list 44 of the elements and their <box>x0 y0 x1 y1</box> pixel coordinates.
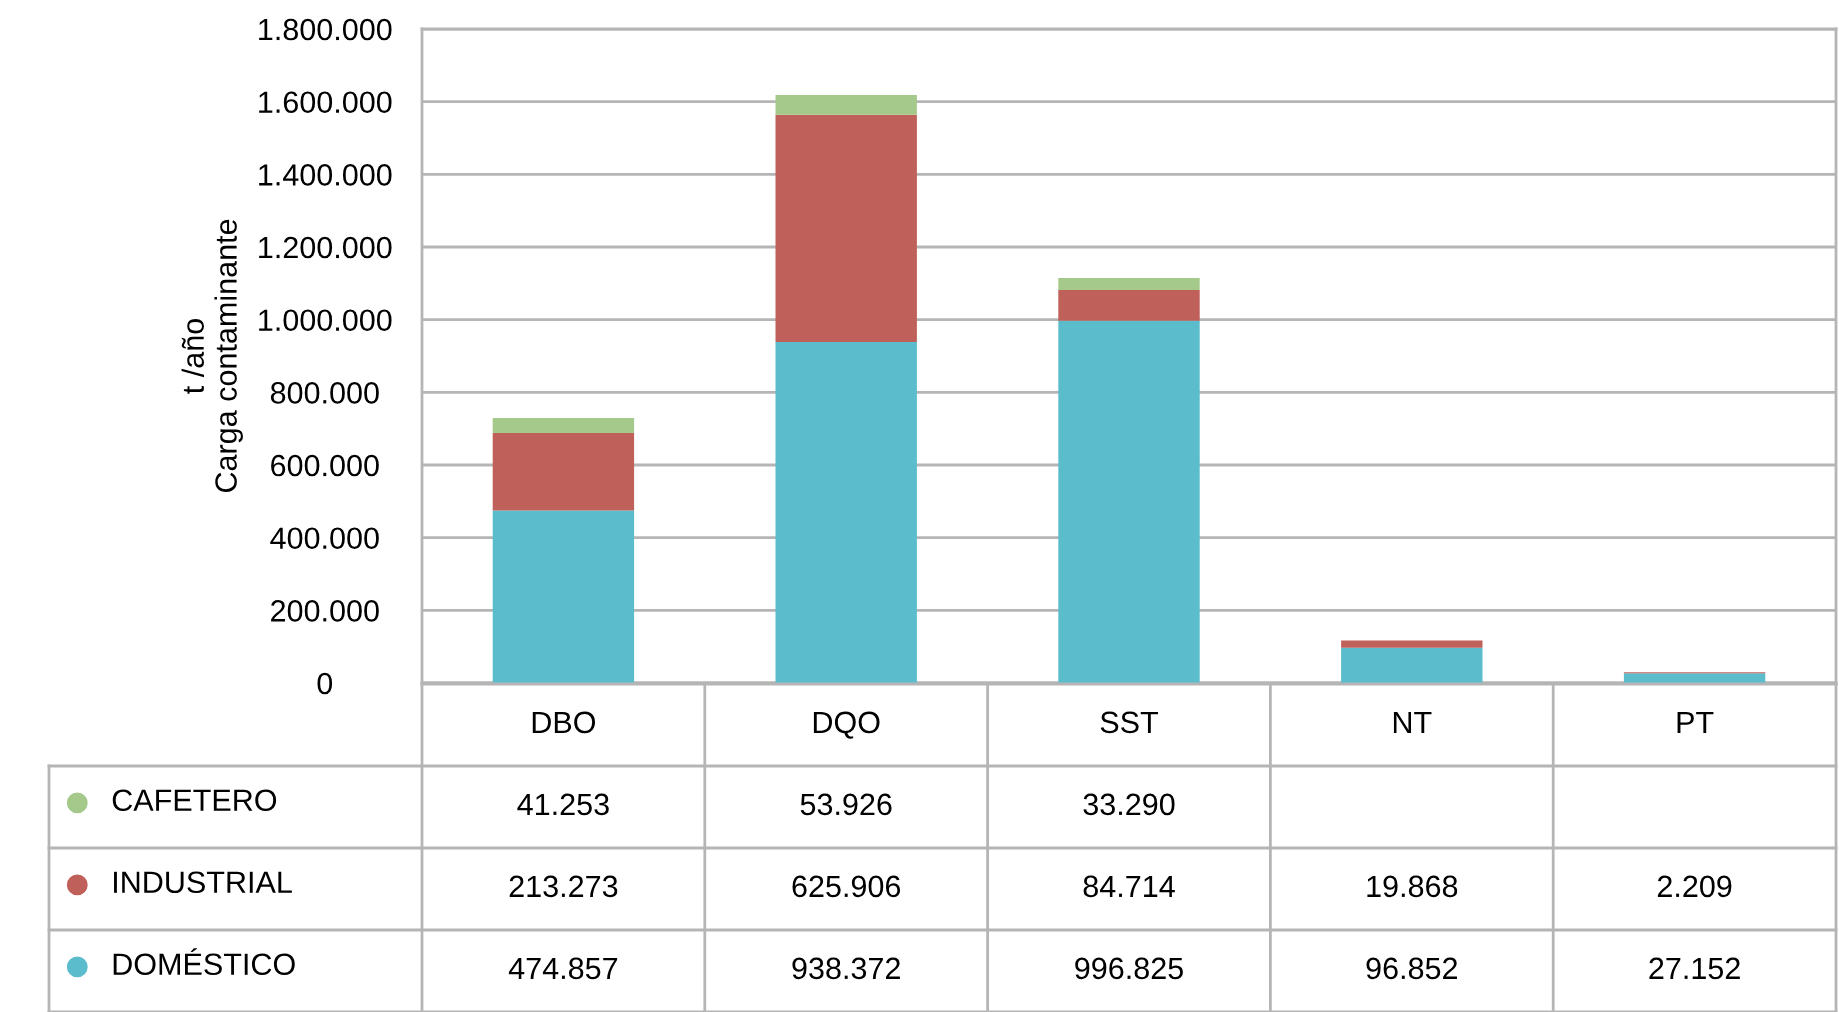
data-label: 84.714 <box>1083 875 1175 898</box>
data-label: 41.253 <box>517 793 609 816</box>
x-tick-label: DQO <box>813 711 880 739</box>
y-tick-label: 800.000 <box>270 382 379 404</box>
bar <box>492 417 635 433</box>
bar <box>775 95 917 115</box>
x-tick-label: SST <box>1100 711 1159 734</box>
bar <box>775 342 917 683</box>
bar <box>1623 673 1766 683</box>
y-tick-label: 1.200.000 <box>259 236 392 259</box>
data-label: 53.926 <box>800 793 892 816</box>
y-tick-label: 600.000 <box>271 454 379 477</box>
data-label: 33.290 <box>1083 793 1175 816</box>
x-tick-label: NT <box>1393 711 1432 733</box>
data-label: 27.152 <box>1649 957 1740 980</box>
bar <box>1058 320 1200 683</box>
data-label: 625.906 <box>792 875 901 898</box>
y-tick-label: 0 <box>317 672 333 695</box>
data-label: 2.209 <box>1657 875 1732 898</box>
legend-label: DOMÉSTICO <box>113 948 295 976</box>
y-tick-label: 200.000 <box>271 600 379 622</box>
y-tick-label: 1.800.000 <box>259 18 392 41</box>
y-tick-label: 1.600.000 <box>259 91 392 114</box>
y-axis-title: t /año Carga contaminante <box>181 219 243 493</box>
x-tick-label: PT <box>1677 711 1714 733</box>
legend-label: INDUSTRIAL <box>114 871 292 894</box>
x-tick-label: DBO <box>532 711 596 734</box>
bar <box>775 114 917 343</box>
bar <box>1058 277 1200 291</box>
data-label: 474.857 <box>508 957 618 980</box>
y-tick-label: 400.000 <box>270 527 379 550</box>
bar <box>492 510 635 683</box>
bar <box>1058 290 1200 321</box>
y-tick-label: 1.000.000 <box>259 309 392 332</box>
bar <box>1341 640 1483 648</box>
bar <box>1341 647 1483 683</box>
data-label: 996.825 <box>1075 957 1183 980</box>
data-label: 19.868 <box>1367 875 1458 898</box>
data-label: 938.372 <box>792 957 900 980</box>
legend-label: CAFETERO <box>112 789 277 812</box>
data-label: 96.852 <box>1366 957 1457 980</box>
y-tick-label: 1.400.000 <box>259 164 392 186</box>
bar <box>492 432 635 511</box>
data-label: 213.273 <box>509 875 618 898</box>
